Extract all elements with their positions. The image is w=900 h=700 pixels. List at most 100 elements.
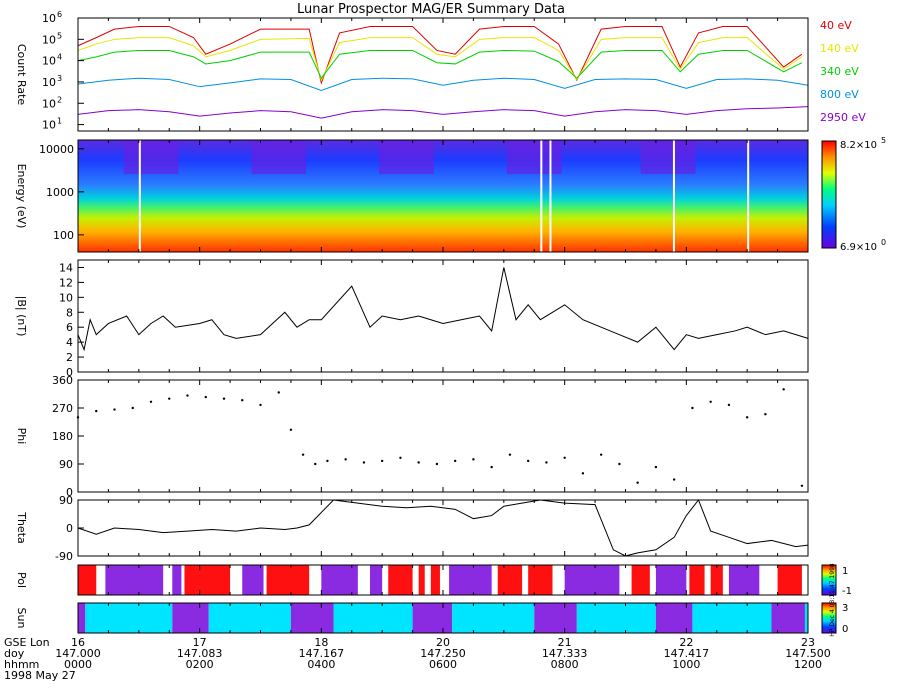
phi-point: [399, 456, 402, 459]
phi-point: [241, 399, 244, 402]
phi-point: [472, 458, 475, 461]
pol-colorbar: [821, 564, 837, 596]
count-ytick-label: 10: [42, 76, 56, 89]
phi-point: [131, 406, 134, 410]
spec-colorbar: [821, 140, 837, 249]
phi-point: [417, 461, 420, 464]
pol-segment-17: [689, 565, 705, 595]
pol-segment-9: [418, 565, 425, 595]
sun-segment-3: [208, 603, 291, 633]
phi-point: [314, 462, 317, 466]
sun-segment-9: [576, 603, 656, 633]
spec-purple-band-1: [251, 140, 307, 174]
colorbar-top-label: 8.2×10: [840, 140, 877, 151]
x-axis-row-label-1: doy: [4, 647, 25, 660]
x-axis-value: 16: [71, 636, 85, 649]
colorbar-top-exp: 5: [881, 136, 886, 145]
pol-segment-1: [105, 565, 164, 595]
phi-panel-frame: [77, 379, 809, 493]
phi-point: [636, 481, 639, 484]
sun-segment-12: [771, 603, 805, 633]
x-axis-value: 20: [436, 636, 450, 649]
plot-title: Lunar Prospector MAG/ER Summary Data: [297, 2, 565, 17]
phi-point: [599, 453, 603, 456]
phi-point: [508, 453, 512, 456]
count-series-1: [77, 37, 803, 82]
count-ytick-exp: 5: [57, 31, 62, 40]
x-axis-value: 147.333: [542, 647, 588, 660]
count-ytick-label: 10: [42, 97, 56, 110]
phi-point: [380, 459, 384, 463]
pol-segment-7: [370, 565, 383, 595]
phi-point: [563, 456, 566, 459]
sun-colorbar-tick: 0: [842, 624, 848, 635]
x-axis-value: 18: [314, 636, 328, 649]
theta-ytick-label: 0: [66, 522, 73, 535]
count-ytick-label: 10: [42, 119, 56, 132]
x-axis-value: 147.250: [420, 647, 466, 660]
phi-point: [259, 403, 262, 407]
x-axis-date-label: 1998 May 27: [4, 669, 76, 682]
phi-ytick-label: 360: [52, 374, 73, 387]
phi-point: [289, 428, 293, 431]
bmag-ytick-label: 6: [66, 321, 73, 334]
count-series-3: [77, 77, 809, 91]
phi-ylabel: Phi: [15, 428, 28, 445]
count-ytick-exp: 1: [57, 117, 62, 126]
x-axis-value: 21: [558, 636, 572, 649]
spec-data-gap-3: [672, 140, 675, 252]
pol-segment-18: [710, 565, 723, 595]
phi-point: [222, 397, 226, 400]
x-axis-value: 147.083: [177, 647, 223, 660]
count-ytick-label: 10: [42, 55, 56, 68]
phi-point: [362, 461, 366, 464]
bmag-ytick-label: 12: [59, 276, 73, 289]
bmag-ytick-label: 2: [66, 351, 73, 364]
sun-colorbar: [821, 602, 837, 634]
phi-point: [204, 395, 207, 399]
phi-point: [95, 409, 98, 413]
sun-segment-8: [534, 603, 577, 633]
pol-segment-3: [184, 565, 231, 595]
pol-segment-4: [242, 565, 264, 595]
pol-segment-10: [430, 565, 440, 595]
spec-data-gap-1: [540, 140, 543, 252]
count-ytick-exp: 3: [57, 74, 62, 83]
pol-colorbar-tick: -1: [842, 586, 852, 597]
count-ytick-exp: 4: [57, 53, 62, 62]
phi-point: [672, 478, 676, 481]
x-axis-value: 147.167: [299, 647, 345, 660]
count-ytick-exp: 2: [57, 95, 62, 104]
theta-panel-frame: [77, 499, 809, 557]
phi-ytick-label: 180: [52, 430, 73, 443]
spec-purple-band-2: [379, 140, 434, 174]
x-axis-value: 0600: [429, 658, 457, 671]
count-series-0: [77, 25, 803, 85]
bmag-ytick-label: 4: [66, 336, 73, 349]
phi-point: [764, 413, 767, 416]
sun-colorbar-tick: 3: [842, 603, 848, 614]
pol-segment-16: [655, 565, 687, 595]
phi-point: [709, 400, 712, 403]
phi-point: [301, 453, 305, 456]
phi-point: [326, 459, 329, 463]
x-axis-value: 0200: [186, 658, 214, 671]
sun-segment-0: [78, 603, 86, 633]
count-series-4: [77, 106, 809, 119]
pol-segment-13: [528, 565, 553, 595]
bmag-trace: [77, 267, 809, 352]
bmag-ytick-label: 8: [66, 306, 73, 319]
count-series-2: [77, 49, 803, 80]
phi-point: [435, 462, 439, 466]
phi-point: [344, 458, 347, 461]
count-legend-1: 140 eV: [820, 42, 859, 55]
spec-purple-band-4: [640, 140, 696, 174]
spec-ytick-label: 1000: [46, 186, 74, 199]
spec-purple-band-3: [506, 140, 562, 174]
theta-ylabel: Theta: [15, 511, 28, 544]
spec-ytick-label: 10000: [39, 143, 74, 156]
sun-segment-2: [172, 603, 209, 633]
sun-segment-4: [290, 603, 334, 633]
